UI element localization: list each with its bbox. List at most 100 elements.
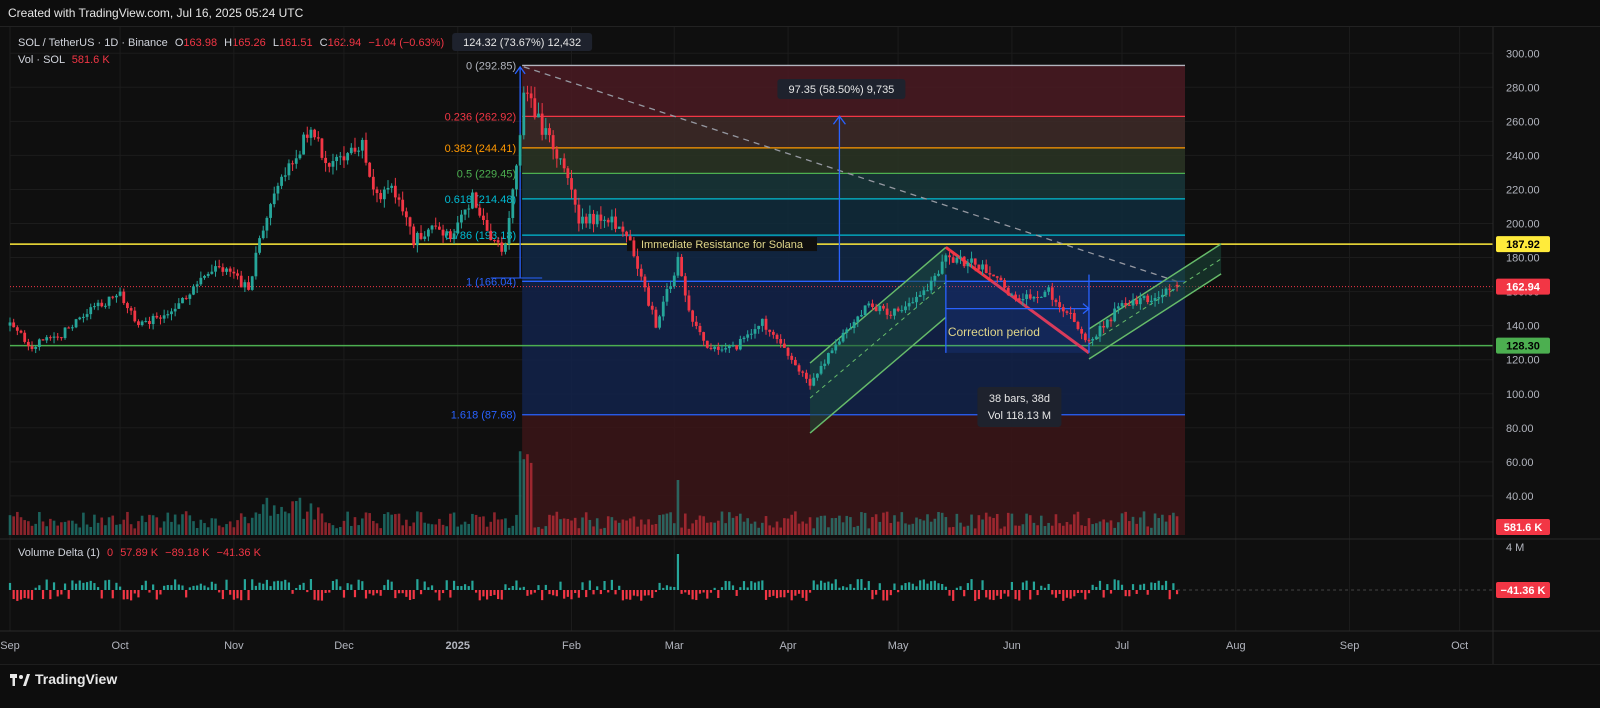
candle: [52, 336, 56, 338]
volume-bar: [1161, 514, 1164, 535]
delta-bar: [1124, 590, 1127, 597]
resistance-price-tag-bg: [1496, 236, 1550, 253]
delta-bar: [753, 582, 757, 590]
volume-bar: [805, 523, 808, 535]
candle: [360, 139, 364, 151]
volume-label[interactable]: Vol · SOL: [18, 54, 65, 66]
delta-bar: [651, 590, 654, 598]
time-axis-tick-7: Apr: [779, 640, 796, 652]
volume-delta-name[interactable]: Volume Delta (1): [18, 547, 100, 559]
volume-bar: [687, 528, 691, 535]
volume-bar: [764, 516, 768, 535]
channel-1-upper[interactable]: [809, 246, 947, 364]
symbol-title[interactable]: SOL / TetherUS · 1D · Binance: [18, 37, 168, 49]
candle: [379, 193, 383, 200]
volume-bar: [45, 526, 48, 535]
candle: [830, 350, 834, 354]
delta-bar: [530, 590, 533, 595]
volume-bar: [192, 521, 195, 535]
delta-bar: [361, 581, 364, 590]
delta-bar: [379, 590, 382, 596]
candle: [471, 192, 474, 209]
time-axis-tick-6: Mar: [665, 640, 684, 652]
candle: [1157, 297, 1161, 299]
delta-bar: [944, 586, 947, 590]
volume-bar: [757, 527, 760, 535]
chart-frame[interactable]: SOL / TetherUS · 1D · Binance O163.98 H1…: [0, 26, 1600, 665]
correction-trend-line[interactable]: [944, 246, 1090, 355]
channel-2-lower[interactable]: [1088, 273, 1222, 360]
volume-bar: [1076, 511, 1080, 535]
delta-bar: [871, 590, 874, 600]
candle: [786, 347, 790, 356]
delta-bar: [342, 590, 346, 598]
price-axis-tick-11: 80.00: [1506, 423, 1534, 435]
delta-bar: [456, 586, 459, 590]
volume-bar: [962, 526, 966, 535]
volume-bar: [694, 519, 698, 535]
candle: [426, 229, 430, 237]
volume-bar: [434, 524, 438, 535]
volume-bar: [342, 520, 346, 535]
channel-1-lower[interactable]: [809, 316, 947, 434]
delta-bar: [1131, 584, 1135, 590]
volume-bar: [309, 503, 313, 535]
candle: [518, 135, 522, 166]
volume-bar: [291, 501, 294, 535]
volume-bar: [302, 518, 305, 535]
volume-bar: [60, 522, 63, 535]
price-chart[interactable]: 0 (292.85) 0.236 (262.92) 0.382 (244.41) 0.…: [0, 27, 1600, 665]
volume-bar: [386, 512, 390, 535]
volume-bar: [617, 522, 621, 535]
candle: [331, 161, 335, 167]
candle: [56, 336, 60, 338]
date-range-volume: Vol 118.13 M: [988, 410, 1051, 422]
price-axis-tick-10: 100.00: [1506, 389, 1540, 401]
delta-bar: [533, 590, 536, 593]
delta-bar: [577, 590, 580, 598]
delta-bar: [669, 586, 672, 590]
downtrend-line[interactable]: [523, 66, 1178, 283]
candle: [305, 134, 309, 138]
delta-bar: [919, 580, 922, 590]
candle: [1127, 304, 1131, 306]
volume-bar: [327, 523, 331, 535]
tradingview-logo[interactable]: TradingView: [10, 671, 117, 687]
delta-bar: [511, 586, 514, 590]
channel-2-upper[interactable]: [1088, 243, 1222, 330]
candle: [173, 308, 177, 312]
candle: [63, 327, 67, 339]
delta-bar: [585, 590, 588, 598]
bottom-bar: TradingView: [0, 664, 1600, 708]
candle: [867, 303, 871, 306]
volume-bar: [331, 525, 335, 535]
volume-bar: [247, 523, 250, 535]
volume-bar: [823, 515, 827, 535]
delta-bar: [30, 590, 34, 600]
date-range-info-box: [977, 386, 1062, 427]
candle: [324, 157, 328, 164]
candle: [1171, 289, 1175, 291]
candle: [863, 305, 867, 315]
delta-bar: [614, 590, 617, 595]
candle: [452, 233, 456, 240]
candle: [951, 257, 955, 263]
volume-bar: [783, 518, 786, 535]
candle: [632, 240, 636, 257]
candle: [526, 92, 529, 94]
delta-bar: [243, 579, 246, 590]
delta-bar: [731, 585, 735, 590]
delta-bar: [1150, 582, 1153, 590]
volume-bar: [261, 504, 265, 535]
volume-bar: [159, 527, 162, 535]
delta-bar: [698, 590, 702, 594]
delta-bar: [662, 587, 665, 590]
candle: [977, 264, 981, 270]
candle: [702, 332, 706, 341]
delta-bar: [1014, 590, 1017, 600]
volume-bar: [852, 527, 856, 535]
volume-bar: [460, 524, 463, 535]
delta-bar: [1153, 582, 1157, 590]
volume-bar: [449, 513, 452, 535]
candle: [118, 291, 122, 296]
